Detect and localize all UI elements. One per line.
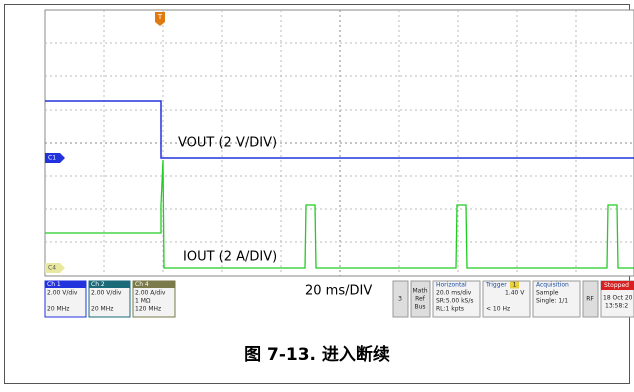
caption: 图 7-13. 进入断续	[244, 344, 390, 365]
panel-box	[532, 280, 581, 318]
horizontal-line: 20.0 ms/div	[436, 290, 472, 297]
math-item: Bus	[414, 304, 425, 311]
c4-label: C4	[48, 265, 56, 272]
trigger-source: 1	[513, 282, 517, 289]
horizontal-line: SR:5.00 kS/s	[436, 298, 474, 305]
ch4-line: 120 MHz	[135, 306, 161, 313]
ch2-line: 2.00 V/div	[91, 290, 122, 297]
status-bar: Ch 1 2.00 V/div 20 MHz Ch 2 2.00 V/div 2…	[44, 280, 634, 318]
acquisition-title: Acquisition	[536, 282, 569, 289]
trigger-line: < 10 Hz	[486, 306, 510, 313]
ch4-name: Ch 4	[135, 281, 149, 288]
math-count: 3	[398, 296, 402, 303]
stopped-line: 13:58:2	[605, 303, 628, 310]
c4-marker	[45, 263, 65, 273]
stopped-title: Stopped	[604, 282, 629, 289]
panel-box	[432, 280, 481, 318]
acquisition-line: Sample	[536, 290, 559, 297]
panel-box	[482, 280, 531, 318]
c1-label: C1	[48, 155, 56, 162]
panel-box	[601, 281, 634, 290]
trigger-title: Trigger	[485, 282, 507, 289]
panel-box	[582, 280, 599, 318]
panel-box	[133, 281, 175, 288]
panel-box	[89, 281, 130, 288]
iout-trace	[45, 159, 634, 269]
iout-label: IOUT (2 A/DIV)	[183, 250, 277, 265]
vout-trace	[45, 100, 634, 159]
trigger-line: 1.40 V	[505, 290, 525, 297]
ch2-name: Ch 2	[91, 281, 105, 288]
panel-box	[392, 280, 409, 318]
math-item: Math	[412, 288, 427, 295]
ch1-name: Ch 1	[47, 281, 61, 288]
trigger-label: T	[157, 13, 163, 21]
panel-box	[45, 281, 86, 288]
ch1-line: 2.00 V/div	[47, 290, 78, 297]
grid	[45, 10, 634, 276]
vout-label: VOUT (2 V/DIV)	[178, 136, 277, 151]
math-item: Ref	[415, 296, 426, 303]
stopped-line: 18 Oct 20	[603, 295, 633, 302]
trigger-marker	[155, 12, 165, 26]
horizontal-title: Horizontal	[436, 282, 467, 289]
scope-screen: T C1 C4 VOUT (2 V/DIV) IOUT (2 A/DIV) 20…	[44, 9, 634, 299]
timebase-label: 20 ms/DIV	[305, 284, 372, 299]
rf: RF	[586, 296, 594, 303]
panel-box	[410, 280, 431, 318]
acquisition-line: Single: 1/1	[536, 298, 568, 305]
ch4-line: 2.00 A/div	[135, 290, 166, 297]
c1-marker	[45, 153, 65, 163]
ch2-line: 20 MHz	[91, 306, 113, 313]
ch1-line: 20 MHz	[47, 306, 69, 313]
ch4-line: 1 MΩ	[135, 298, 151, 305]
horizontal-line: RL:1 kpts	[436, 306, 464, 313]
panel-box	[510, 281, 519, 289]
